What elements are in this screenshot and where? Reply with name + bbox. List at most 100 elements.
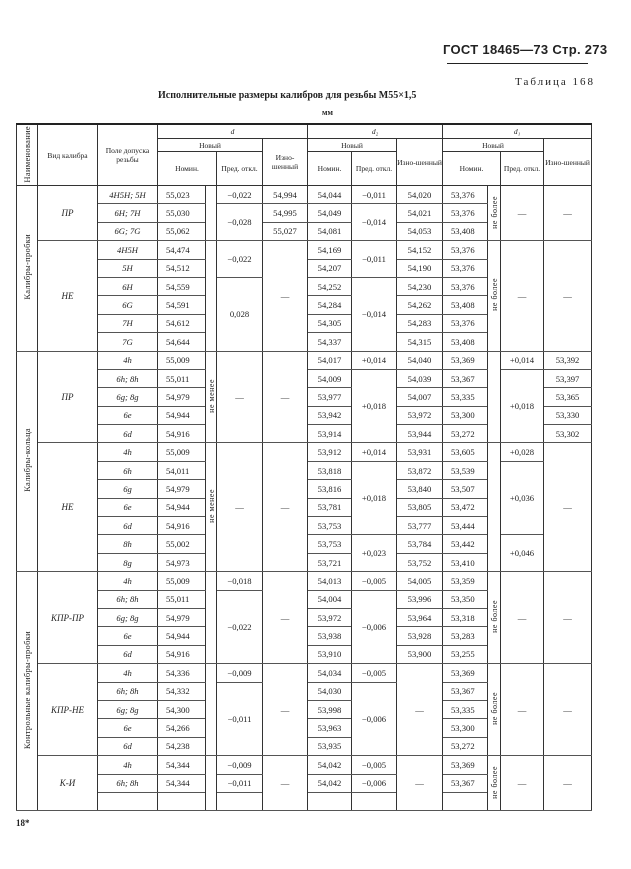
cell-field: 4H5H bbox=[97, 240, 158, 260]
table-row: 5H 54,512 54,207 54,190 53,376 bbox=[17, 259, 592, 278]
cell-d1-worn: — bbox=[542, 571, 593, 665]
cell-d1-nom: 53,350 bbox=[442, 590, 488, 609]
cell-d1-nom: 53,444 bbox=[442, 516, 488, 536]
cell-field: 7G bbox=[97, 332, 158, 352]
cell-d1-worn: 53,330 bbox=[542, 406, 593, 426]
cell-d-nom: 55,023 bbox=[157, 185, 206, 205]
cell-d-dev: −0,022 bbox=[216, 185, 263, 205]
cell-d1-nom: 53,472 bbox=[442, 498, 488, 518]
cell-d-note bbox=[205, 663, 217, 757]
cell-d-nom: 54,944 bbox=[157, 626, 206, 646]
cell-d-nom: 54,512 bbox=[157, 259, 206, 278]
group-name-text: Калибры-пробки bbox=[22, 234, 32, 301]
cell-d1-nom: 53,283 bbox=[442, 626, 488, 646]
cell-d-nom: 54,979 bbox=[157, 479, 206, 499]
cell-field bbox=[97, 792, 158, 812]
cell-d-nom: 54,916 bbox=[157, 424, 206, 444]
cell-d-note: не менее bbox=[205, 442, 217, 573]
header-rule bbox=[447, 63, 588, 64]
cell-d-dev: −0,022 bbox=[216, 240, 263, 278]
cell-d2-dev: −0,014 bbox=[351, 277, 397, 352]
header-d: d bbox=[157, 123, 308, 139]
cell-d2-worn: 54,020 bbox=[396, 185, 443, 205]
cell-field: 6e bbox=[97, 406, 158, 426]
note-vertical: не более bbox=[489, 278, 499, 312]
table-row: КПР-НЕ 4h 54,336 −0,009—54,034 −0,005—53,369… bbox=[17, 663, 593, 757]
header-d1: d₁ bbox=[441, 123, 593, 139]
standard-header: ГОСТ 18465—73 Стр. 273 bbox=[443, 42, 608, 57]
cell-d1-nom: 53,376 bbox=[442, 203, 488, 223]
cell-d2-dev: −0,006 bbox=[351, 682, 397, 757]
cell-field: 6H; 7H bbox=[97, 203, 158, 223]
table-row: НЕ 4H5H 54,474 −0,022—54,169 −0,011 54,152 53,… bbox=[17, 240, 593, 352]
cell-d2-nom: 54,252 bbox=[307, 277, 352, 297]
cell-d2-nom bbox=[307, 792, 352, 812]
gauge-kind: ПР bbox=[37, 185, 98, 242]
cell-d-worn: — bbox=[262, 442, 308, 573]
table-row: 6g; 8g 54,300 53,998 53,335 bbox=[17, 700, 592, 720]
table-row: 6h 54,011 53,818 +0,018 53,872 53,539 +0,036 bbox=[17, 461, 592, 536]
cell-d1-nom: 53,376 bbox=[442, 259, 488, 278]
header-name: Наименование bbox=[16, 123, 38, 186]
cell-field: 6G bbox=[97, 295, 158, 315]
cell-field: 6d bbox=[97, 516, 158, 536]
cell-field: 4h bbox=[97, 663, 158, 683]
cell-field: 6d bbox=[97, 645, 158, 665]
table-row: 6h; 8h 55,011 −0,022 54,004 −0,006 53,996 53,3… bbox=[17, 590, 592, 665]
table-row: 6g 54,979 53,816 53,840 53,507 bbox=[17, 479, 592, 499]
cell-d2-worn: 53,944 bbox=[396, 424, 443, 444]
cell-d-dev: −0,009 bbox=[216, 755, 263, 775]
cell-d1-nom: 53,408 bbox=[442, 295, 488, 315]
cell-d-dev: — bbox=[216, 442, 263, 573]
table-row: 6e 54,266 53,963 53,300 bbox=[17, 718, 592, 738]
cell-d1-nom: 53,507 bbox=[442, 479, 488, 499]
cell-d-nom: 54,474 bbox=[157, 240, 206, 260]
cell-d-dev: −0,009 bbox=[216, 663, 263, 683]
cell-d2-nom: 53,912 bbox=[307, 442, 352, 462]
cell-d-nom: 55,002 bbox=[157, 534, 206, 554]
cell-d-nom: 55,030 bbox=[157, 203, 206, 223]
cell-d-dev bbox=[216, 792, 263, 812]
cell-d2-worn: 53,840 bbox=[396, 479, 443, 499]
table-row: 8h 55,002 53,753 +0,023 53,784 53,442 +0,046 bbox=[17, 534, 592, 573]
cell-field: 6h bbox=[97, 461, 158, 481]
cell-d2-nom: 53,972 bbox=[307, 608, 352, 628]
cell-d1-worn: — bbox=[542, 442, 593, 573]
cell-d2-nom: 53,910 bbox=[307, 645, 352, 665]
cell-field: 6d bbox=[97, 737, 158, 757]
table-row: 6d 54,916 53,910 53,900 53,255 bbox=[17, 645, 592, 665]
cell-d1-note: не более bbox=[487, 755, 501, 812]
cell-d1-nom: 53,335 bbox=[442, 700, 488, 720]
header-d1-deviation: Пред. откл. bbox=[500, 151, 544, 186]
cell-d-nom: 54,916 bbox=[157, 645, 206, 665]
cell-d-nom: 54,300 bbox=[157, 700, 206, 720]
cell-d-nom: 54,979 bbox=[157, 387, 206, 407]
cell-d2-nom: 53,977 bbox=[307, 387, 352, 407]
cell-d2-dev: +0,014 bbox=[351, 351, 397, 370]
cell-d1-dev: +0,046 bbox=[500, 534, 544, 573]
cell-d-nom: 54,591 bbox=[157, 295, 206, 315]
cell-d1-nom: 53,376 bbox=[442, 314, 488, 334]
cell-field: 6h; 8h bbox=[97, 369, 158, 389]
cell-d2-worn: 53,805 bbox=[396, 498, 443, 518]
cell-d2-nom: 54,042 bbox=[307, 755, 352, 775]
cell-field: 8h bbox=[97, 534, 158, 554]
cell-d2-worn: 53,900 bbox=[396, 645, 443, 665]
table-row: 6G; 7G 55,062 55,027 54,081 54,053 53,408 bbox=[17, 222, 592, 242]
note-vertical: не более bbox=[489, 600, 499, 634]
cell-d1-nom: 53,442 bbox=[442, 534, 488, 554]
header-field: Поле допуска резьбы bbox=[97, 123, 158, 186]
note-vertical: не более bbox=[489, 765, 499, 799]
cell-d1-worn: 53,392 bbox=[542, 351, 593, 370]
table-row: 7H 54,612 54,305 54,283 53,376 bbox=[17, 314, 592, 334]
cell-d-dev: −0,011 bbox=[216, 774, 263, 793]
cell-d2-worn: 54,230 bbox=[396, 277, 443, 297]
gauge-kind: НЕ bbox=[37, 240, 98, 352]
cell-d-nom: 54,344 bbox=[157, 774, 206, 793]
table-row: Контрольные калибры-пробки КПР-ПР 4h 55,009… bbox=[16, 571, 593, 812]
cell-d2-dev: −0,011 bbox=[351, 185, 397, 205]
cell-d1-dev: — bbox=[500, 185, 544, 242]
cell-d-worn: — bbox=[262, 351, 308, 444]
cell-d2-nom: 54,337 bbox=[307, 332, 352, 352]
cell-d-nom: 54,612 bbox=[157, 314, 206, 334]
